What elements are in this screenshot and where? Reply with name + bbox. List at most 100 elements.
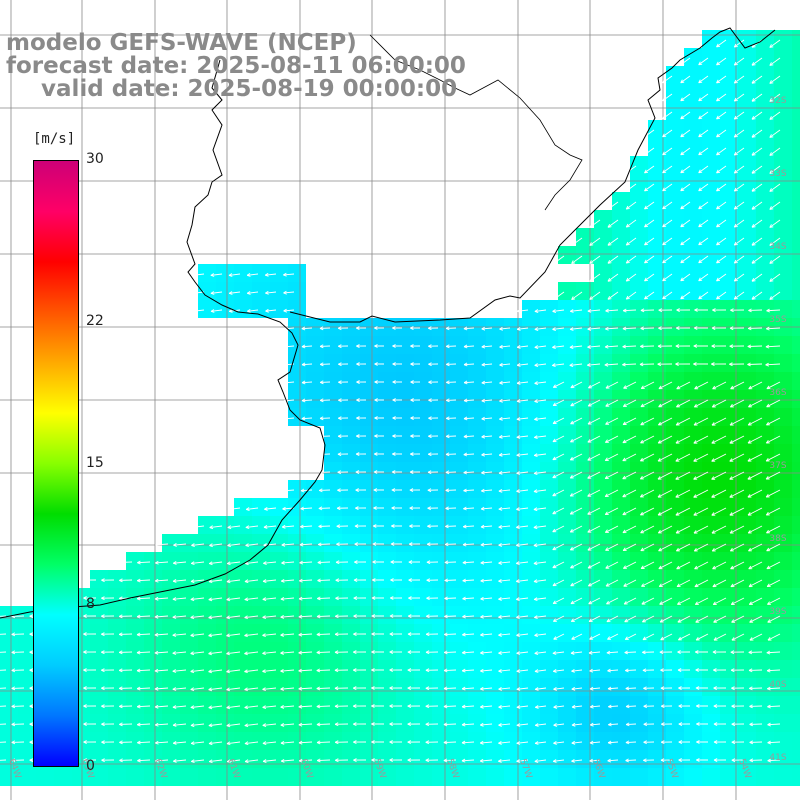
wind-vector xyxy=(676,308,691,312)
field-cell xyxy=(666,588,684,606)
wind-vector xyxy=(693,417,709,426)
field-cell xyxy=(666,246,684,264)
wind-vector xyxy=(356,416,367,420)
field-cell xyxy=(360,498,378,516)
field-cell xyxy=(504,624,522,642)
field-cell xyxy=(576,426,594,444)
field-cell xyxy=(414,534,432,552)
field-cell xyxy=(792,66,800,84)
field-cell xyxy=(486,570,504,588)
field-cell xyxy=(702,102,720,120)
field-cell xyxy=(720,480,738,498)
field-cell xyxy=(648,462,666,480)
field-cell xyxy=(540,732,558,750)
field-cell xyxy=(630,606,648,624)
wind-vector xyxy=(751,147,763,156)
field-cell xyxy=(396,408,414,426)
field-cell xyxy=(342,714,360,732)
field-cell xyxy=(720,444,738,462)
wind-vector xyxy=(410,380,421,384)
wind-vector xyxy=(733,183,745,192)
field-cell xyxy=(414,444,432,462)
field-cell xyxy=(288,354,306,372)
wind-vector xyxy=(428,380,439,385)
field-cell xyxy=(324,372,342,390)
field-cell xyxy=(648,534,666,552)
field-cell xyxy=(378,336,396,354)
field-cell xyxy=(612,354,630,372)
field-cell xyxy=(702,174,720,192)
field-cell xyxy=(360,624,378,642)
field-cell xyxy=(126,624,144,642)
field-cell xyxy=(396,336,414,354)
wind-vector xyxy=(480,506,493,511)
field-cell xyxy=(756,300,774,318)
wind-vector xyxy=(657,344,673,349)
field-cell xyxy=(594,588,612,606)
field-cell xyxy=(558,498,576,516)
field-cell xyxy=(450,336,468,354)
field-cell xyxy=(630,192,648,210)
field-cell xyxy=(684,516,702,534)
field-cell xyxy=(342,552,360,570)
wind-vector xyxy=(662,111,673,120)
field-cell xyxy=(756,408,774,426)
wind-vector xyxy=(319,344,331,349)
field-cell xyxy=(774,642,792,660)
field-cell xyxy=(666,210,684,228)
field-cell xyxy=(738,480,756,498)
field-cell xyxy=(792,138,800,156)
field-cell xyxy=(396,552,414,570)
wind-vector xyxy=(319,326,331,331)
field-cell xyxy=(378,570,396,588)
field-cell xyxy=(576,732,594,750)
field-cell xyxy=(576,570,594,588)
field-cell xyxy=(630,660,648,678)
wind-vector xyxy=(463,470,475,475)
field-cell xyxy=(576,372,594,390)
field-cell xyxy=(234,768,252,786)
wind-vector xyxy=(644,255,655,264)
field-cell xyxy=(756,534,774,552)
field-cell xyxy=(162,624,180,642)
field-cell xyxy=(540,498,558,516)
field-cell xyxy=(486,552,504,570)
wind-vector xyxy=(604,362,619,367)
field-cell xyxy=(666,624,684,642)
field-cell xyxy=(594,408,612,426)
wind-vector xyxy=(534,381,547,385)
field-cell xyxy=(792,30,800,48)
field-cell xyxy=(666,480,684,498)
field-cell xyxy=(720,84,738,102)
field-cell xyxy=(108,606,126,624)
field-cell xyxy=(702,210,720,228)
wind-vector xyxy=(301,326,313,331)
wind-vector xyxy=(319,452,331,457)
field-cell xyxy=(630,552,648,570)
field-cell xyxy=(648,174,666,192)
field-cell xyxy=(774,570,792,588)
field-cell xyxy=(414,750,432,768)
wind-vector xyxy=(711,453,727,462)
wind-vector xyxy=(769,165,781,174)
wind-vector xyxy=(680,93,691,102)
field-cell xyxy=(504,390,522,408)
field-cell xyxy=(684,588,702,606)
field-cell xyxy=(720,606,738,624)
field-cell xyxy=(486,498,504,516)
field-cell xyxy=(594,246,612,264)
field-cell xyxy=(270,300,288,318)
field-cell xyxy=(378,480,396,498)
field-cell xyxy=(738,444,756,462)
field-cell xyxy=(684,696,702,714)
field-cell xyxy=(738,750,756,768)
field-cell xyxy=(144,750,162,768)
wind-vector xyxy=(587,326,601,331)
wind-vector xyxy=(769,237,781,246)
field-cell xyxy=(666,768,684,786)
wind-vector xyxy=(711,362,727,366)
field-cell xyxy=(324,768,342,786)
field-cell xyxy=(288,624,306,642)
field-cell xyxy=(648,552,666,570)
field-cell xyxy=(216,642,234,660)
